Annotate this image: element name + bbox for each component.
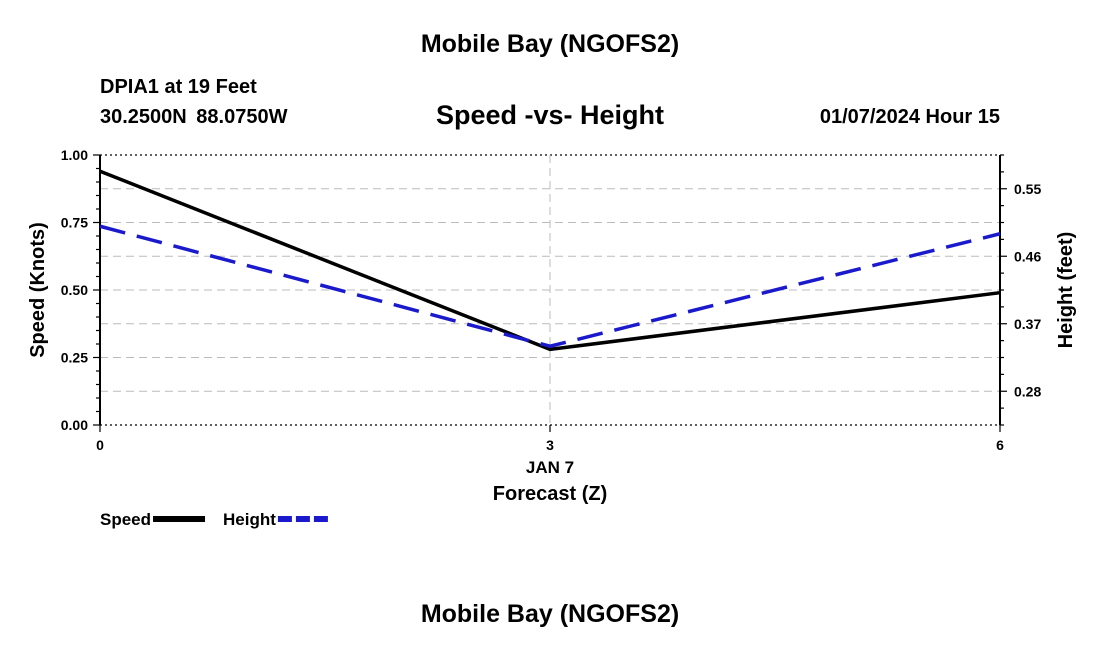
y2-tick-label: 0.37 — [1014, 316, 1041, 332]
x-tick-label: 3 — [546, 437, 554, 453]
x-axis-label: Forecast (Z) — [493, 483, 607, 505]
legend-label-height: Height — [223, 510, 276, 529]
coordinates-label: 30.2500N 88.0750W — [100, 106, 288, 128]
series-line-height — [99, 224, 1001, 348]
station-label: DPIA1 at 19 Feet — [100, 76, 257, 98]
y-tick-label: 1.00 — [61, 147, 88, 163]
footer-title: Mobile Bay (NGOFS2) — [420, 600, 680, 628]
x-date-label: JAN 7 — [526, 458, 574, 477]
datetime-label: 01/07/2024 Hour 15 — [819, 106, 1000, 128]
y2-tick-label: 0.46 — [1014, 248, 1041, 264]
y-tick-label: 0.50 — [61, 282, 88, 298]
y2-axis-label: Height (feet) — [1055, 232, 1077, 349]
grid-layer — [100, 154, 1000, 426]
y-tick-label: 0.00 — [61, 417, 88, 433]
series-layer — [99, 169, 1001, 352]
series-line-speed — [99, 169, 1001, 352]
y-tick-label: 0.75 — [61, 215, 88, 231]
y2-tick-label: 0.28 — [1014, 383, 1041, 399]
chart-title: Speed -vs- Height — [435, 100, 665, 130]
x-tick-label: 0 — [96, 437, 104, 453]
legend: Speed Height — [100, 510, 330, 529]
y-axis-label: Speed (Knots) — [27, 222, 49, 358]
y-tick-label: 0.25 — [61, 350, 88, 366]
axis-layer — [93, 154, 1007, 432]
x-tick-label: 6 — [996, 437, 1004, 453]
label-layer: 0.00 0.25 0.50 0.75 1.00 0.28 0.37 0.46 0.55 0 3 6 J… — [27, 147, 1077, 505]
y2-tick-label: 0.55 — [1014, 181, 1041, 197]
legend-label-speed: Speed — [100, 510, 151, 529]
page-title: Mobile Bay (NGOFS2) — [420, 30, 680, 58]
